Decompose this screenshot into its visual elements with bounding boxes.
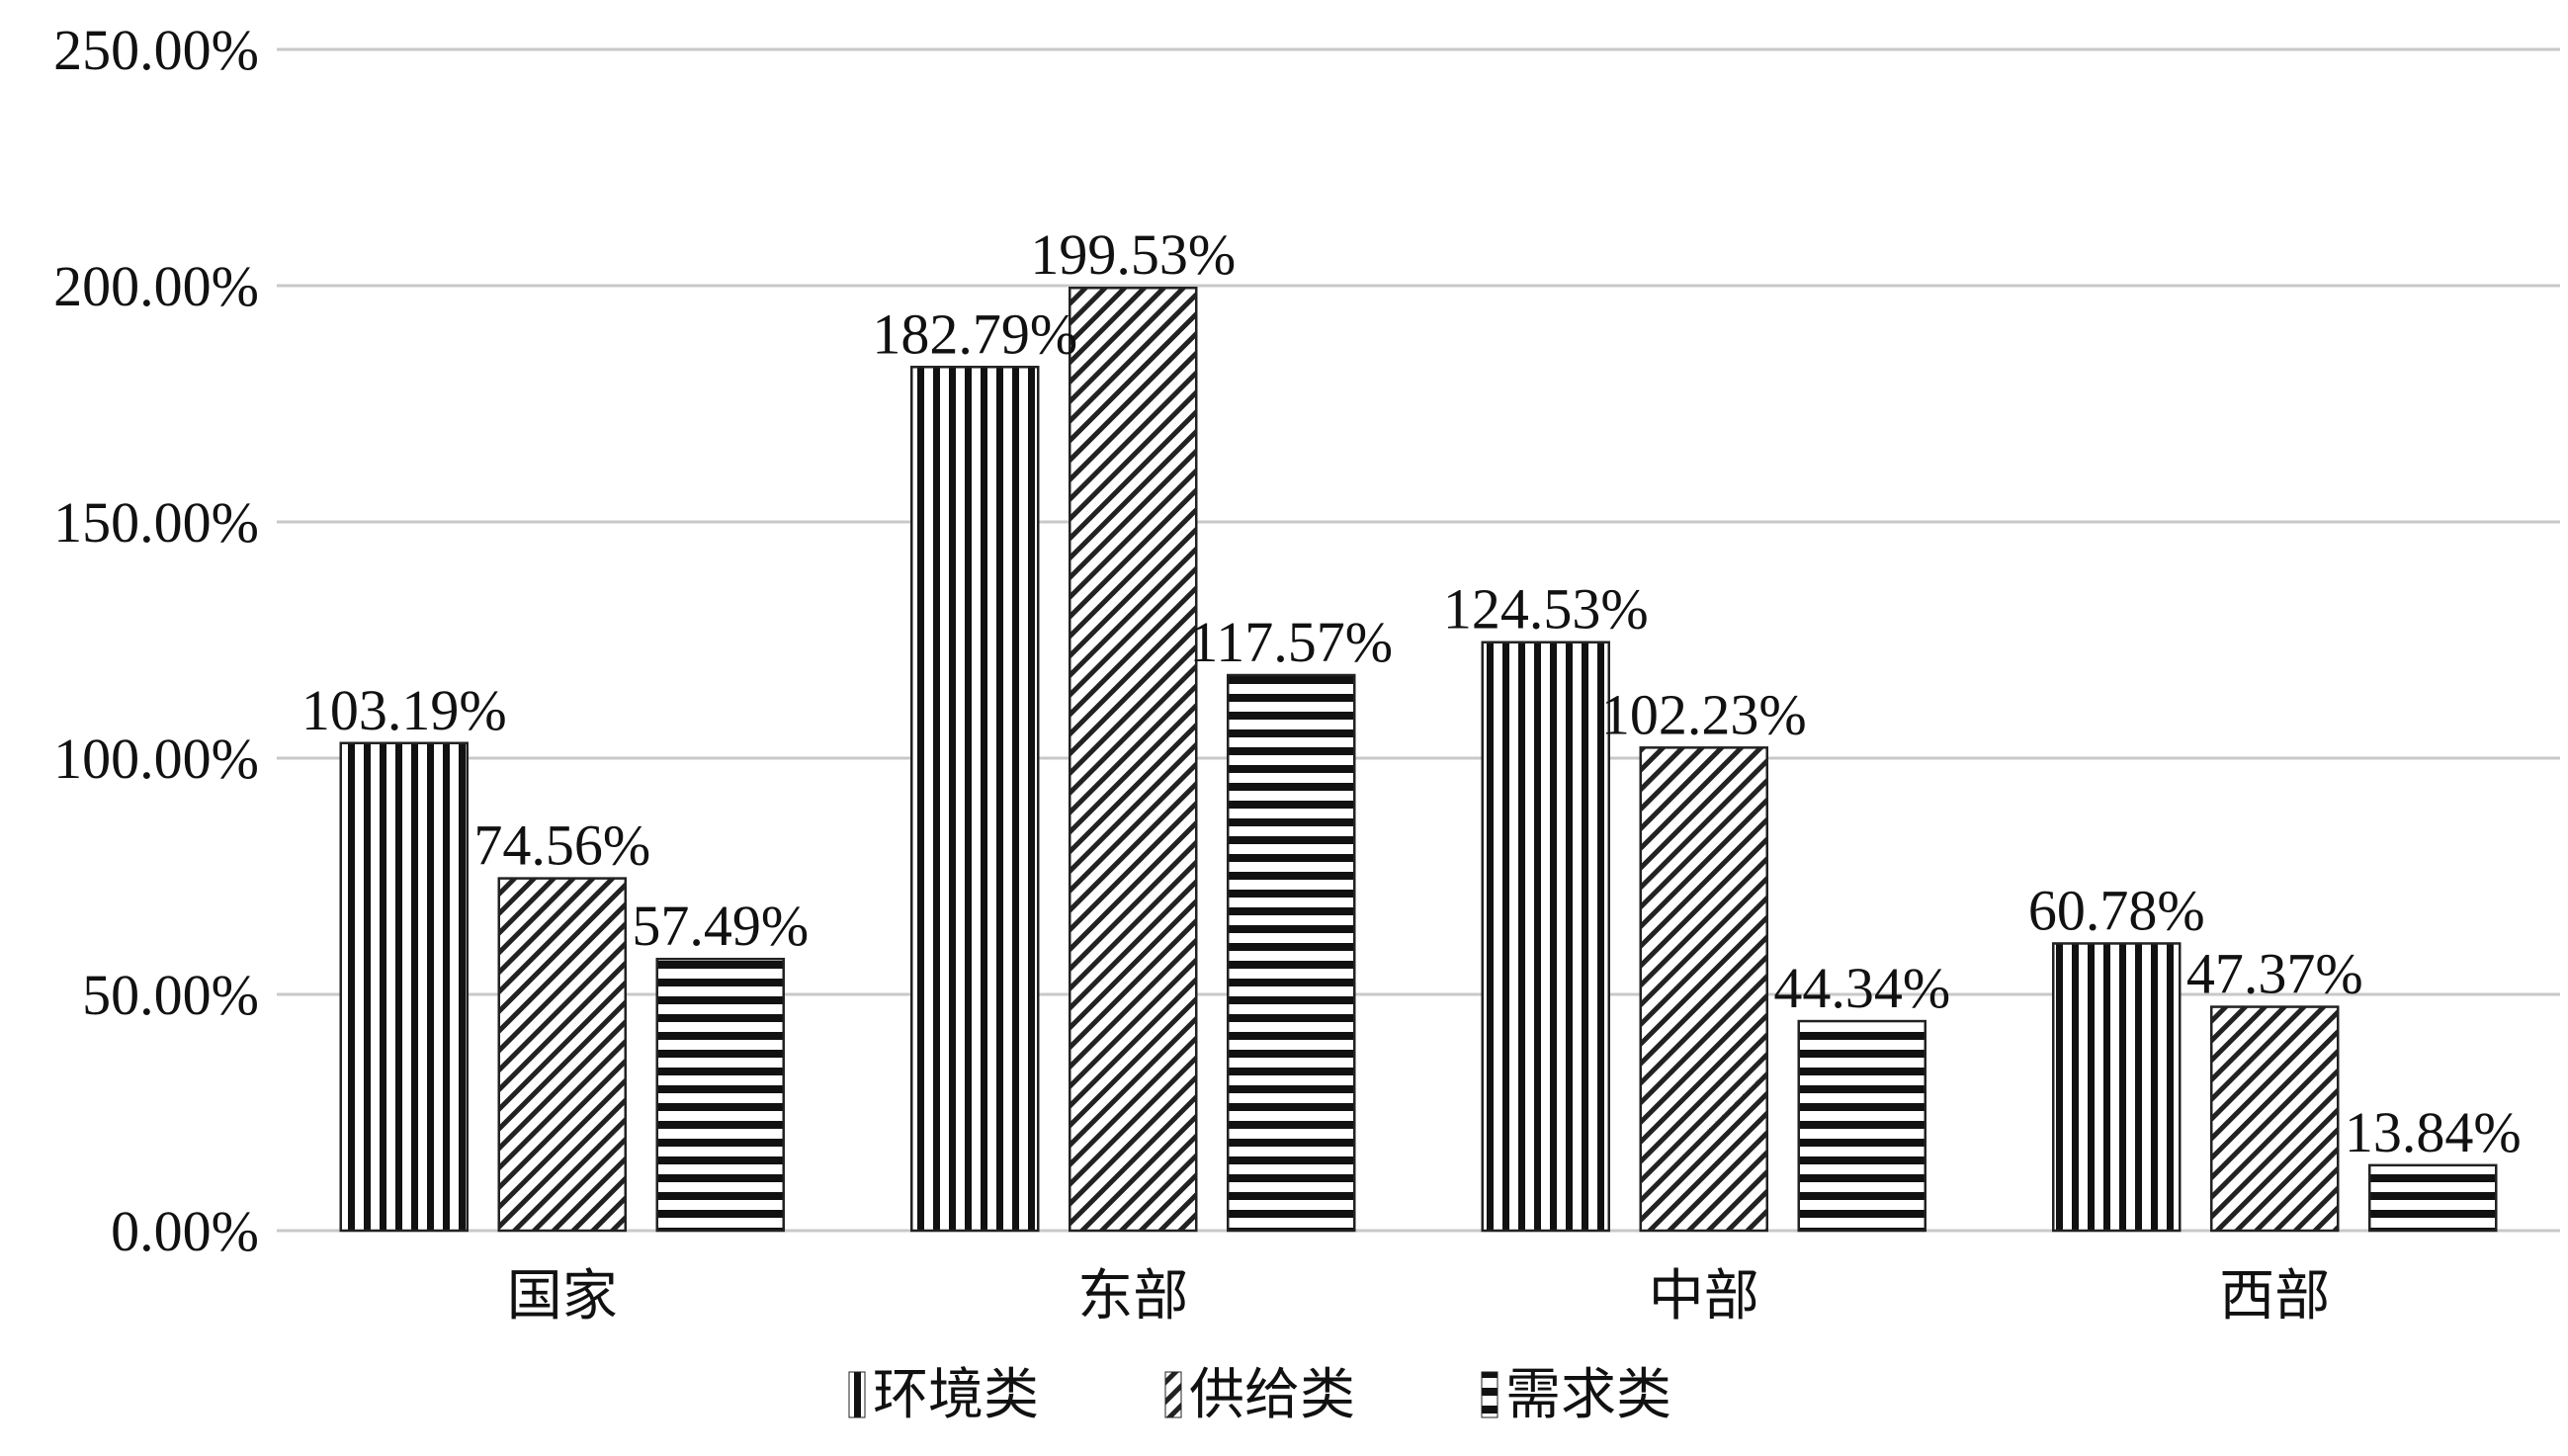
legend-swatch-diagonal	[1164, 1371, 1182, 1418]
bar-horizontal	[1797, 1019, 1926, 1233]
y-tick-label: 0.00%	[111, 1199, 259, 1263]
bar-diagonal	[2210, 1005, 2340, 1233]
data-label: 57.49%	[632, 894, 809, 958]
data-label: 44.34%	[1773, 956, 1950, 1020]
category-label: 西部	[2219, 1264, 2330, 1328]
category-label: 东部	[1077, 1264, 1188, 1328]
data-label: 47.37%	[2186, 942, 2363, 1006]
bars	[339, 286, 2498, 1233]
data-label: 74.56%	[473, 814, 650, 878]
legend: 环境类 供给类 需求类	[848, 1363, 1671, 1427]
bar-horizontal	[1227, 673, 1356, 1233]
category-labels: 国家 东部 中部 西部	[507, 1264, 2331, 1328]
data-label: 182.79%	[872, 301, 1077, 366]
data-label: 124.53%	[1443, 577, 1649, 642]
legend-label: 供给类	[1189, 1363, 1355, 1427]
legend-label: 环境类	[873, 1363, 1039, 1427]
y-tick-label: 100.00%	[53, 727, 259, 791]
y-tick-label: 150.00%	[53, 490, 259, 555]
data-label: 13.84%	[2345, 1100, 2522, 1164]
y-tick-label: 250.00%	[53, 18, 259, 82]
legend-swatch-horizontal	[1481, 1371, 1498, 1418]
y-tick-label: 200.00%	[53, 254, 259, 318]
data-label: 103.19%	[301, 678, 507, 742]
bar-vertical	[910, 366, 1040, 1233]
bar-vertical	[1481, 641, 1610, 1233]
data-labels: 103.19% 74.56% 57.49% 182.79% 199.53% 117.57%…	[301, 222, 2522, 1164]
data-label: 60.78%	[2028, 878, 2205, 942]
category-label: 国家	[507, 1264, 618, 1328]
legend-swatch-vertical	[848, 1371, 866, 1418]
bar-horizontal	[2368, 1163, 2498, 1233]
bar-vertical	[2052, 942, 2182, 1233]
bar-vertical	[339, 741, 469, 1233]
bar-diagonal	[1639, 746, 1768, 1233]
legend-label: 需求类	[1505, 1363, 1671, 1427]
bar-horizontal	[655, 957, 785, 1233]
bar-diagonal	[1069, 286, 1198, 1233]
data-label: 102.23%	[1601, 682, 1807, 746]
bar-diagonal	[497, 877, 627, 1233]
y-axis-tick-labels: 0.00% 50.00% 100.00% 150.00% 200.00% 250.00%	[53, 18, 259, 1263]
data-label: 199.53%	[1030, 222, 1236, 287]
category-label: 中部	[1649, 1264, 1759, 1328]
data-label: 117.57%	[1189, 610, 1393, 674]
y-tick-label: 50.00%	[82, 963, 259, 1027]
